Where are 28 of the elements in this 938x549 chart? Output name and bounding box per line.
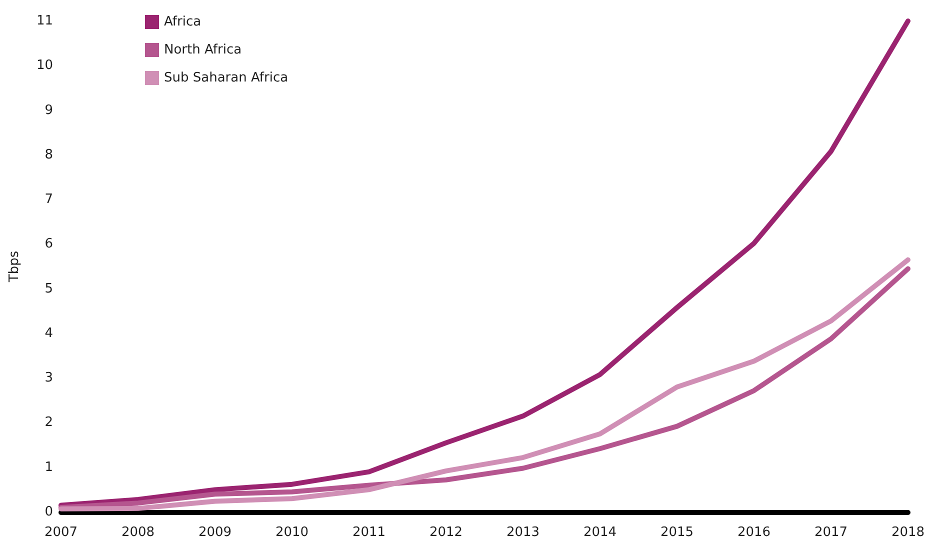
legend-label: Africa [164, 14, 202, 30]
x-tick-label: 2008 [121, 525, 155, 540]
y-tick-label: 1 [44, 460, 53, 475]
legend-label: Sub Saharan Africa [164, 70, 288, 86]
y-tick-label: 4 [44, 326, 53, 341]
x-tick-label: 2010 [275, 525, 309, 540]
x-tick-label: 2007 [44, 525, 78, 540]
x-tick-label: 2013 [506, 525, 540, 540]
y-tick-label: 8 [44, 147, 53, 162]
y-tick-label: 10 [36, 58, 53, 74]
x-tick-label: 2012 [429, 525, 463, 540]
y-tick-label: 2 [44, 415, 53, 430]
y-tick-label: 0 [44, 504, 53, 520]
y-tick-label: 9 [44, 102, 53, 118]
y-tick-label: 3 [44, 370, 53, 386]
legend-label: North Africa [164, 42, 242, 58]
x-tick-label: 2015 [660, 525, 694, 540]
x-tick-label: 2018 [891, 525, 925, 540]
x-tick-label: 2014 [583, 525, 617, 540]
y-tick-label: 6 [44, 236, 53, 252]
x-tick-label: 2011 [352, 525, 386, 540]
y-tick-label: 11 [36, 14, 53, 28]
y-tick-label: 5 [44, 281, 53, 296]
x-tick-label: 2016 [737, 525, 771, 540]
x-tick-label: 2009 [198, 525, 232, 540]
y-tick-label: 7 [44, 192, 53, 208]
y-axis-title: Tbps [7, 250, 22, 284]
x-tick-label: 2017 [814, 525, 848, 540]
